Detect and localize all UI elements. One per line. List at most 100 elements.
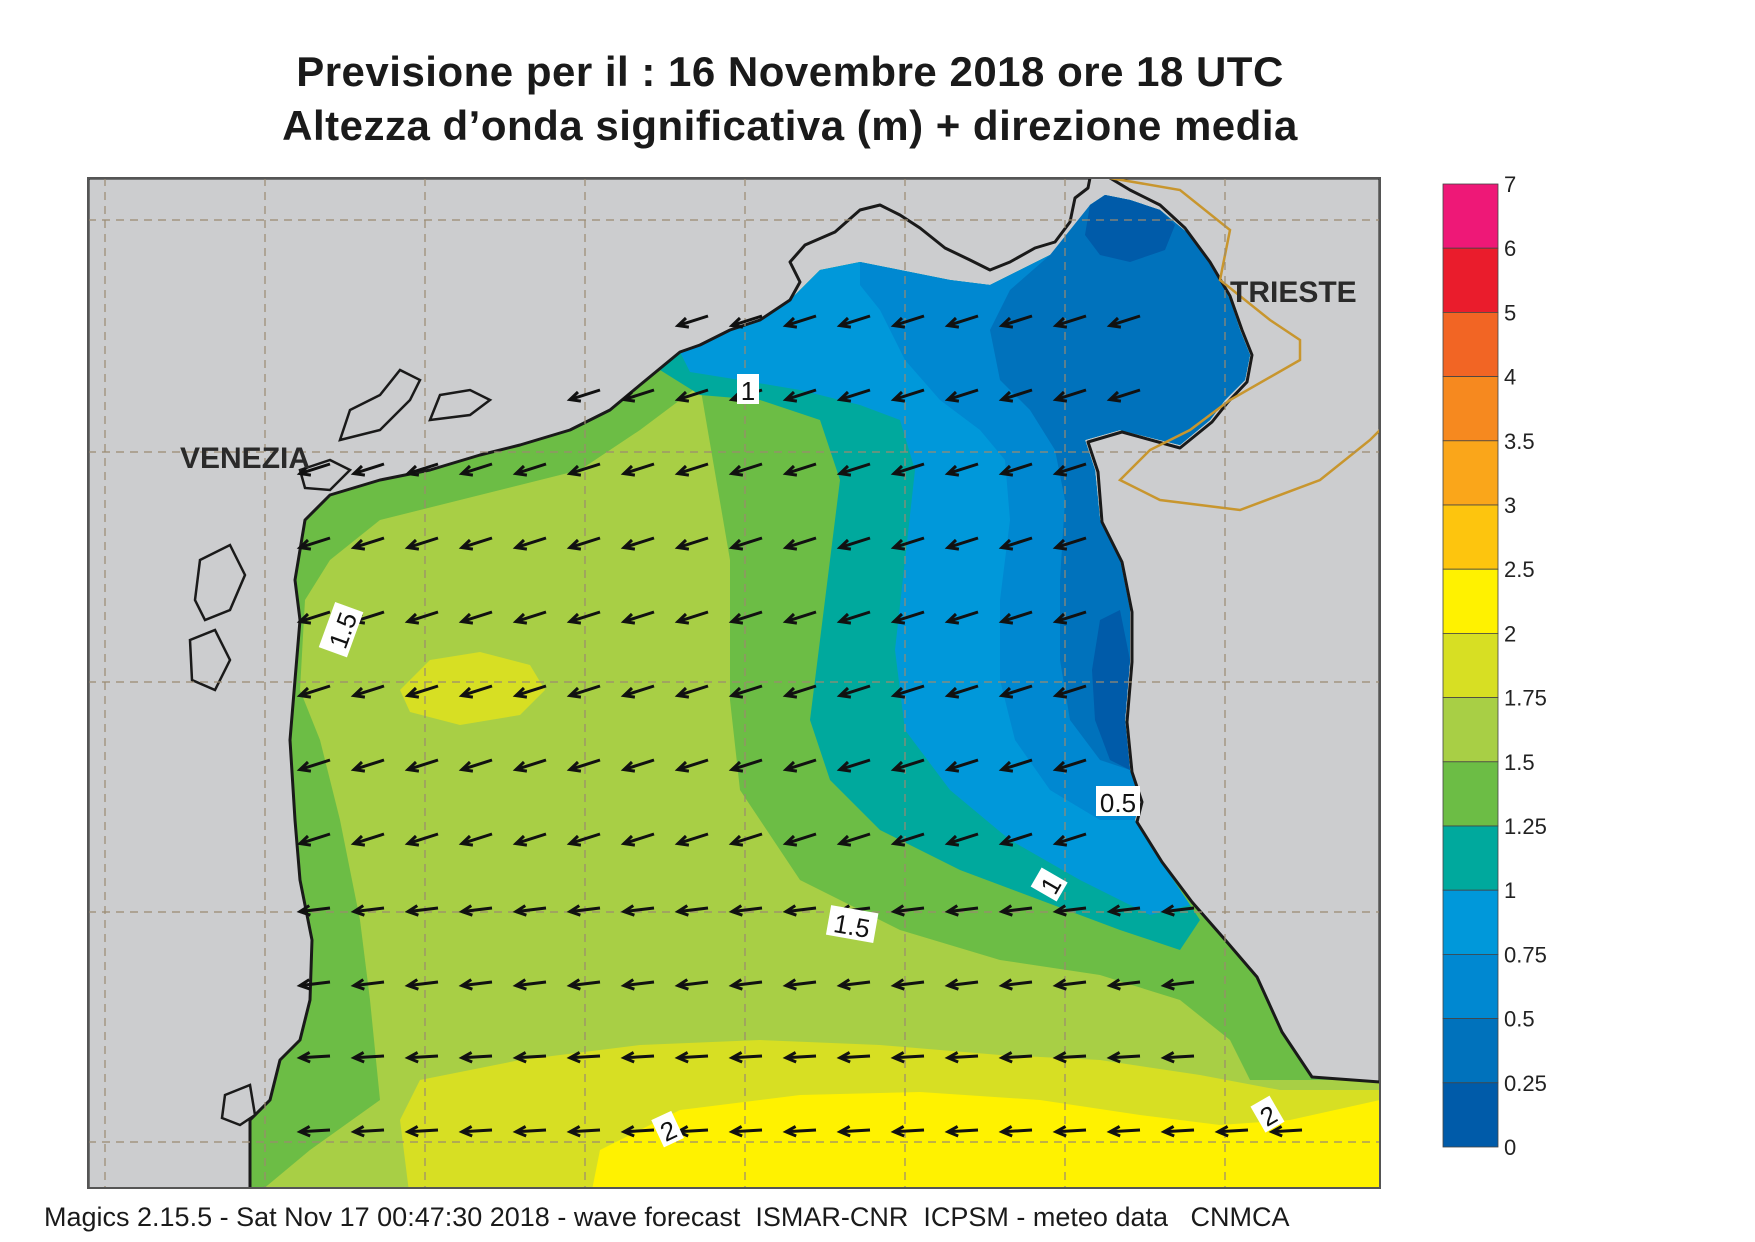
direction-arrow-head <box>620 464 636 477</box>
direction-arrow-head <box>674 686 690 699</box>
legend-tick-label: 0.75 <box>1504 942 1547 967</box>
island <box>298 458 353 492</box>
direction-arrow <box>1217 1128 1249 1134</box>
direction-arrow-head <box>566 760 582 773</box>
direction-arrow-head <box>350 686 366 699</box>
legend-tick-label: 2 <box>1504 621 1516 646</box>
direction-arrow <box>515 536 547 550</box>
direction-arrow-head <box>458 904 473 917</box>
direction-arrow <box>407 610 439 624</box>
direction-arrow <box>893 388 925 402</box>
map-frame <box>87 177 1381 1189</box>
legend-tick-label: 0 <box>1504 1135 1516 1160</box>
wave-band-1-75 <box>400 652 1380 1188</box>
direction-arrow-head <box>782 390 798 403</box>
island <box>188 628 232 692</box>
legend-swatch <box>1442 311 1499 377</box>
direction-arrow-head <box>404 538 420 551</box>
direction-arrow <box>677 610 709 624</box>
direction-arrow <box>893 684 925 698</box>
direction-arrow-head <box>944 316 960 329</box>
direction-arrow-head <box>512 834 528 847</box>
direction-arrow-head <box>998 904 1013 917</box>
direction-arrow <box>623 1128 655 1134</box>
direction-arrow <box>731 1128 763 1134</box>
legend-swatch <box>1442 697 1499 763</box>
legend-tick-label: 7 <box>1504 172 1516 197</box>
legend-tick-label: 6 <box>1504 236 1516 261</box>
direction-arrow <box>623 462 655 476</box>
contour-label: 0.5 <box>1100 788 1136 818</box>
direction-arrow-head <box>350 1051 365 1064</box>
direction-arrow <box>947 1054 979 1060</box>
direction-arrow <box>1109 314 1141 328</box>
direction-arrow-head <box>1052 760 1068 773</box>
wave-band-2 <box>592 1092 1380 1188</box>
direction-arrow <box>677 1054 709 1060</box>
direction-arrow <box>1271 1128 1303 1134</box>
direction-arrow-head <box>890 760 906 773</box>
direction-arrow <box>461 1128 493 1134</box>
direction-arrow-head <box>728 612 744 625</box>
direction-arrow-head <box>944 464 960 477</box>
direction-arrow <box>893 980 925 988</box>
direction-arrow <box>893 1128 925 1134</box>
direction-arrow-head <box>1052 1125 1067 1138</box>
direction-arrow <box>677 980 709 988</box>
direction-arrow-head <box>296 464 312 477</box>
direction-arrow-head <box>620 390 636 403</box>
direction-arrow <box>515 462 547 476</box>
direction-arrow-head <box>404 978 419 991</box>
direction-arrow-head <box>566 978 581 991</box>
direction-arrow-head <box>620 904 635 917</box>
direction-arrow <box>947 684 979 698</box>
direction-arrow <box>569 758 601 772</box>
direction-arrow-head <box>458 760 474 773</box>
direction-arrow-head <box>620 1051 635 1064</box>
direction-arrow <box>1055 758 1087 772</box>
direction-arrow-head <box>836 686 852 699</box>
direction-arrow <box>1001 536 1033 550</box>
direction-arrow-head <box>890 390 906 403</box>
direction-arrow <box>569 462 601 476</box>
direction-arrow <box>1001 388 1033 402</box>
direction-arrow <box>839 758 871 772</box>
direction-arrow <box>461 980 493 988</box>
direction-arrow <box>731 980 763 988</box>
direction-arrow <box>839 1054 871 1060</box>
direction-arrow <box>1163 980 1195 988</box>
direction-arrow-head <box>620 1125 635 1138</box>
direction-arrow <box>299 1128 331 1134</box>
direction-arrow-head <box>458 464 474 477</box>
direction-arrow <box>353 980 385 988</box>
direction-arrow-head <box>674 316 690 329</box>
direction-arrow <box>1001 1054 1033 1060</box>
direction-arrow <box>569 1054 601 1060</box>
direction-arrow-head <box>998 686 1014 699</box>
legend-tick-label: 3 <box>1504 493 1516 518</box>
direction-arrow <box>731 684 763 698</box>
direction-arrow-head <box>620 760 636 773</box>
direction-arrow-head <box>836 978 851 991</box>
direction-arrow-head <box>998 538 1014 551</box>
direction-arrow <box>569 536 601 550</box>
direction-arrow <box>353 758 385 772</box>
direction-arrow <box>299 536 331 550</box>
direction-arrow <box>569 610 601 624</box>
direction-arrow <box>299 832 331 846</box>
direction-arrow <box>893 610 925 624</box>
direction-arrow <box>461 610 493 624</box>
legend-tick-label: 4 <box>1504 365 1516 390</box>
direction-arrow-head <box>998 1125 1013 1138</box>
direction-arrow <box>407 462 439 476</box>
legend-tick-label: 1.25 <box>1504 814 1547 839</box>
direction-arrow <box>677 462 709 476</box>
direction-arrow-head <box>782 464 798 477</box>
legend-tick-label: 1.5 <box>1504 750 1535 775</box>
direction-arrow <box>1109 906 1141 914</box>
direction-arrow-head <box>998 316 1014 329</box>
direction-arrow-head <box>566 390 582 403</box>
direction-arrow-head <box>890 1125 905 1138</box>
direction-arrow <box>623 610 655 624</box>
direction-arrow <box>677 684 709 698</box>
